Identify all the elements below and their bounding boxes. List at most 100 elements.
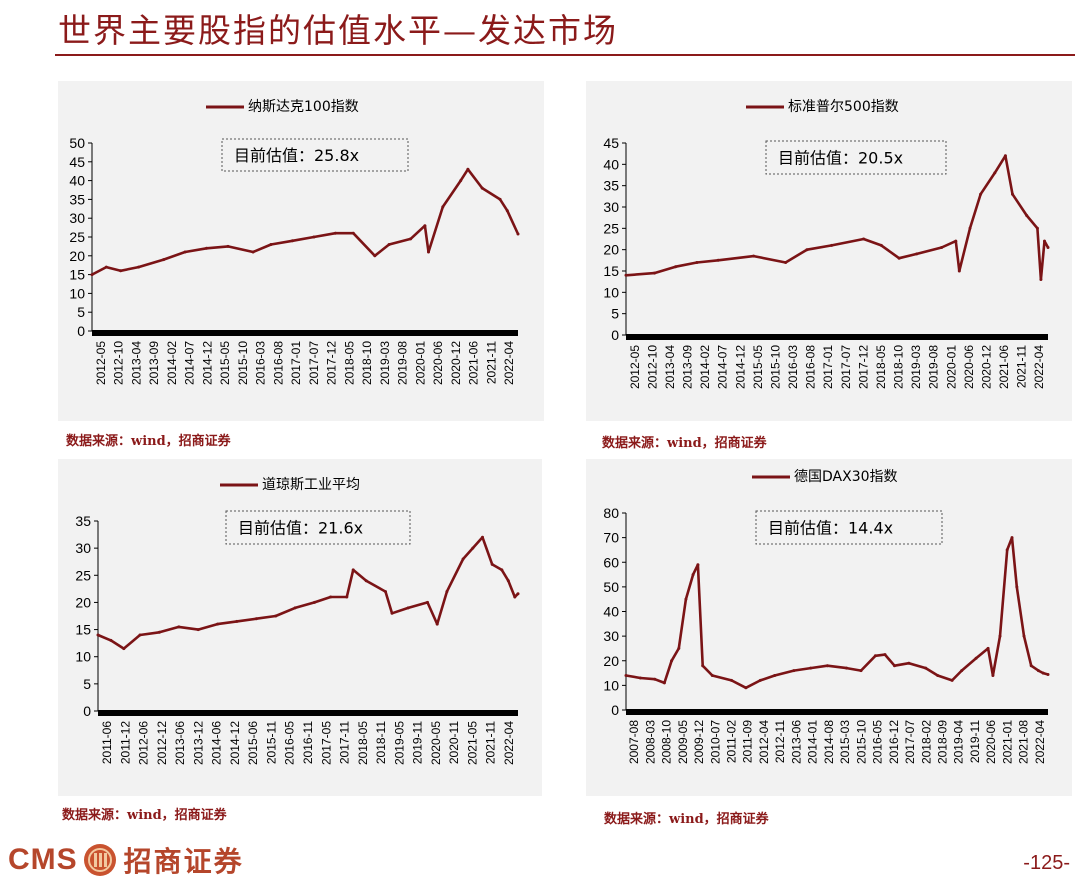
data-point	[684, 597, 688, 601]
x-axis-bar	[626, 334, 1048, 340]
x-tick-label: 2011-12	[118, 721, 132, 764]
data-point	[364, 579, 368, 583]
x-tick-label: 2020-12	[449, 341, 463, 385]
valuation-annotation-box	[755, 510, 943, 545]
x-tick-label: 2017-01	[821, 345, 835, 389]
data-point	[351, 568, 355, 572]
x-tick-label: 2018-09	[936, 720, 950, 764]
logo-emblem-icon	[83, 844, 116, 876]
x-tick-label: 2021-11	[484, 721, 498, 764]
data-point	[883, 653, 887, 657]
x-tick-label: 2020-11	[447, 721, 461, 764]
data-point	[974, 656, 978, 660]
data-point	[269, 243, 273, 246]
data-point	[162, 258, 166, 262]
x-tick-label: 2022-04	[502, 721, 516, 765]
x-tick-label: 2018-05	[356, 721, 370, 765]
data-point	[1025, 214, 1029, 217]
data-point	[513, 595, 517, 599]
data-point	[1005, 548, 1009, 552]
data-point	[490, 562, 494, 566]
x-tick-label: 2012-04	[757, 720, 771, 764]
data-point	[461, 557, 465, 561]
data-point	[329, 595, 333, 599]
data-point	[293, 606, 297, 610]
data-point	[991, 674, 995, 677]
x-tick-label: 2011-09	[741, 720, 755, 763]
data-point	[313, 600, 316, 604]
y-tick-label: 30	[603, 628, 619, 644]
data-point	[137, 265, 140, 269]
data-point	[390, 611, 394, 615]
data-point	[652, 271, 656, 275]
data-point	[897, 256, 901, 260]
x-tick-label: 2022-04	[1033, 720, 1047, 764]
data-point	[873, 654, 877, 658]
x-tick-label: 2018-05	[874, 345, 888, 389]
data-point	[653, 677, 657, 681]
x-tick-label: 2019-11	[411, 721, 425, 764]
data-point	[177, 625, 181, 629]
data-point	[333, 231, 337, 235]
x-axis-bar	[98, 710, 518, 716]
data-point	[505, 209, 509, 213]
data-point	[674, 265, 678, 269]
data-point	[138, 633, 142, 637]
data-point	[441, 205, 445, 209]
valuation-annotation-box	[225, 510, 411, 545]
data-point	[196, 628, 200, 632]
data-point	[506, 579, 510, 583]
data-point	[435, 622, 439, 626]
logo-cms-text: CMS	[8, 843, 78, 876]
data-point	[954, 239, 958, 243]
y-tick-label: 70	[603, 530, 619, 546]
x-tick-label: 2012-06	[137, 721, 151, 765]
x-tick-label: 2016-03	[254, 341, 268, 385]
x-tick-label: 2020-12	[979, 345, 993, 389]
legend-label: 标准普尔500指数	[788, 99, 899, 115]
y-tick-label: 0	[611, 702, 619, 718]
data-point	[406, 606, 410, 610]
chart-source-note: 数据来源：wind，招商证券	[604, 812, 769, 827]
data-point	[445, 590, 449, 594]
x-tick-label: 2015-10	[236, 341, 250, 385]
data-point	[773, 674, 777, 677]
data-point	[90, 273, 94, 277]
x-tick-label: 2017-12	[856, 345, 870, 389]
x-tick-label: 2020-05	[429, 721, 443, 765]
chart-panel-nasdaq100: 0 5 10 15 20 25 30 35 40 45 50 2012-05 2012-10 2013-0…	[58, 81, 544, 421]
chart-sp500: 0 5 10 15 20 25 30 35 40 45 2012-05 2012-10 2013-04 2…	[603, 99, 1050, 389]
x-axis-bar	[92, 330, 518, 336]
page-title: 世界主要股指的估值水平—发达市场	[58, 11, 618, 50]
x-tick-label: 2012-05	[628, 345, 642, 389]
y-tick-label: 40	[603, 156, 619, 172]
data-point	[1029, 664, 1033, 668]
x-tick-label: 2021-06	[997, 345, 1011, 389]
x-tick-label: 2013-04	[129, 341, 143, 385]
company-logo: CMS 招商证券	[8, 840, 244, 880]
y-tick-label: 45	[69, 154, 85, 170]
x-tick-label: 2013-12	[191, 721, 205, 765]
y-tick-label: 20	[603, 242, 619, 258]
y-tick-label: 5	[77, 304, 85, 320]
data-point	[968, 226, 972, 230]
x-tick-label: 2021-11	[484, 341, 498, 384]
x-tick-label: 2015-11	[264, 721, 278, 764]
x-tick-label: 2019-03	[378, 341, 392, 385]
y-tick-label: 5	[83, 676, 91, 692]
y-tick-label: 0	[611, 327, 619, 343]
chart-source-note: 数据来源：wind，招商证券	[602, 436, 767, 451]
data-point	[859, 669, 863, 673]
x-tick-label: 2018-10	[360, 341, 374, 385]
x-tick-label: 2016-05	[283, 721, 297, 765]
legend-label: 德国DAX30指数	[794, 469, 898, 485]
x-tick-label: 2015-05	[218, 341, 232, 385]
data-point	[805, 248, 809, 252]
x-tick-label: 2019-08	[927, 345, 941, 389]
x-tick-label: 2012-05	[94, 341, 108, 385]
data-point	[998, 634, 1002, 638]
x-tick-label: 2014-12	[200, 341, 214, 385]
data-point	[662, 681, 666, 685]
data-point	[710, 674, 714, 677]
y-tick-label: 40	[603, 604, 619, 620]
